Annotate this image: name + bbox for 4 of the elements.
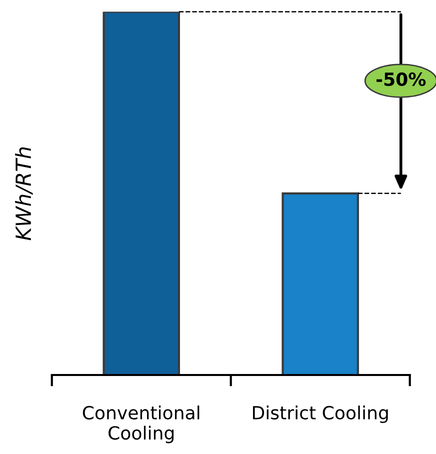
y-axis-title: KWh/RTh [15, 147, 33, 240]
annotation: -50% [376, 72, 426, 86]
x-tick-label: Conventional Cooling [82, 406, 200, 444]
x-tick-label: District Cooling [253, 406, 388, 424]
